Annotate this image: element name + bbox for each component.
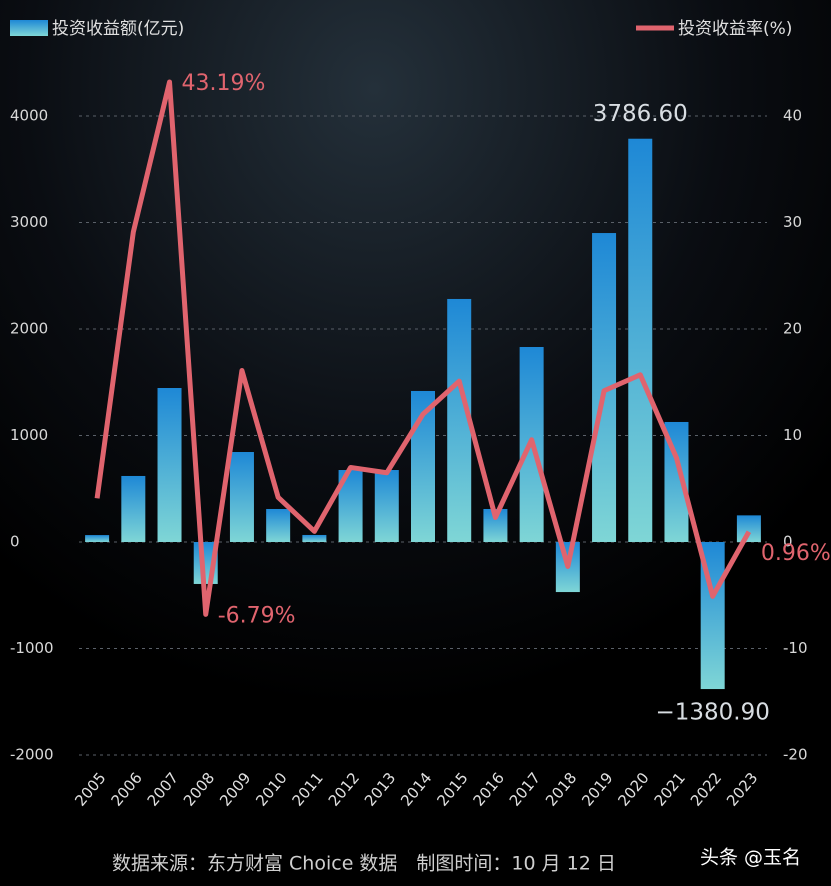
bar (628, 138, 653, 542)
y2-tick-label: -10 (783, 639, 808, 657)
watermark: 头条 @玉名 (700, 847, 801, 869)
y-tick-label: -1000 (10, 639, 54, 657)
y2-tick-label: -20 (783, 746, 808, 764)
y2-tick-label: 30 (783, 213, 802, 231)
rate-line (94, 79, 752, 617)
y-tick-label: 2000 (10, 320, 48, 338)
line-value-label: -6.79% (218, 603, 296, 628)
y2-tick-label: 0 (783, 533, 793, 551)
bar (736, 515, 761, 542)
bar-value-label: −1380.90 (655, 700, 769, 726)
bar (266, 508, 291, 542)
bar (229, 452, 254, 542)
y-tick-label: 3000 (10, 213, 48, 231)
bar (157, 388, 182, 542)
legend-label: 投资收益率(%) (678, 19, 792, 39)
y-tick-label: 4000 (10, 107, 48, 125)
legend-swatch (10, 20, 48, 36)
y-tick-label: 1000 (10, 426, 48, 444)
legend-label: 投资收益额(亿元) (52, 19, 184, 39)
y2-tick-label: 20 (783, 320, 802, 338)
line-value-label: 43.19% (182, 71, 266, 96)
bar (302, 534, 327, 542)
bar (85, 535, 110, 542)
y2-tick-label: 40 (783, 107, 802, 125)
y-tick-label: -2000 (10, 746, 54, 764)
bar (121, 475, 146, 542)
line-value-label: 0.96% (761, 541, 831, 566)
source-note: 数据来源：东方财富 Choice 数据 制图时间：10 月 12 日 (112, 853, 616, 875)
bar-value-label: 3786.60 (593, 101, 688, 127)
y-tick-label: 0 (10, 533, 20, 551)
bar (374, 470, 399, 542)
y2-tick-label: 10 (783, 426, 802, 444)
